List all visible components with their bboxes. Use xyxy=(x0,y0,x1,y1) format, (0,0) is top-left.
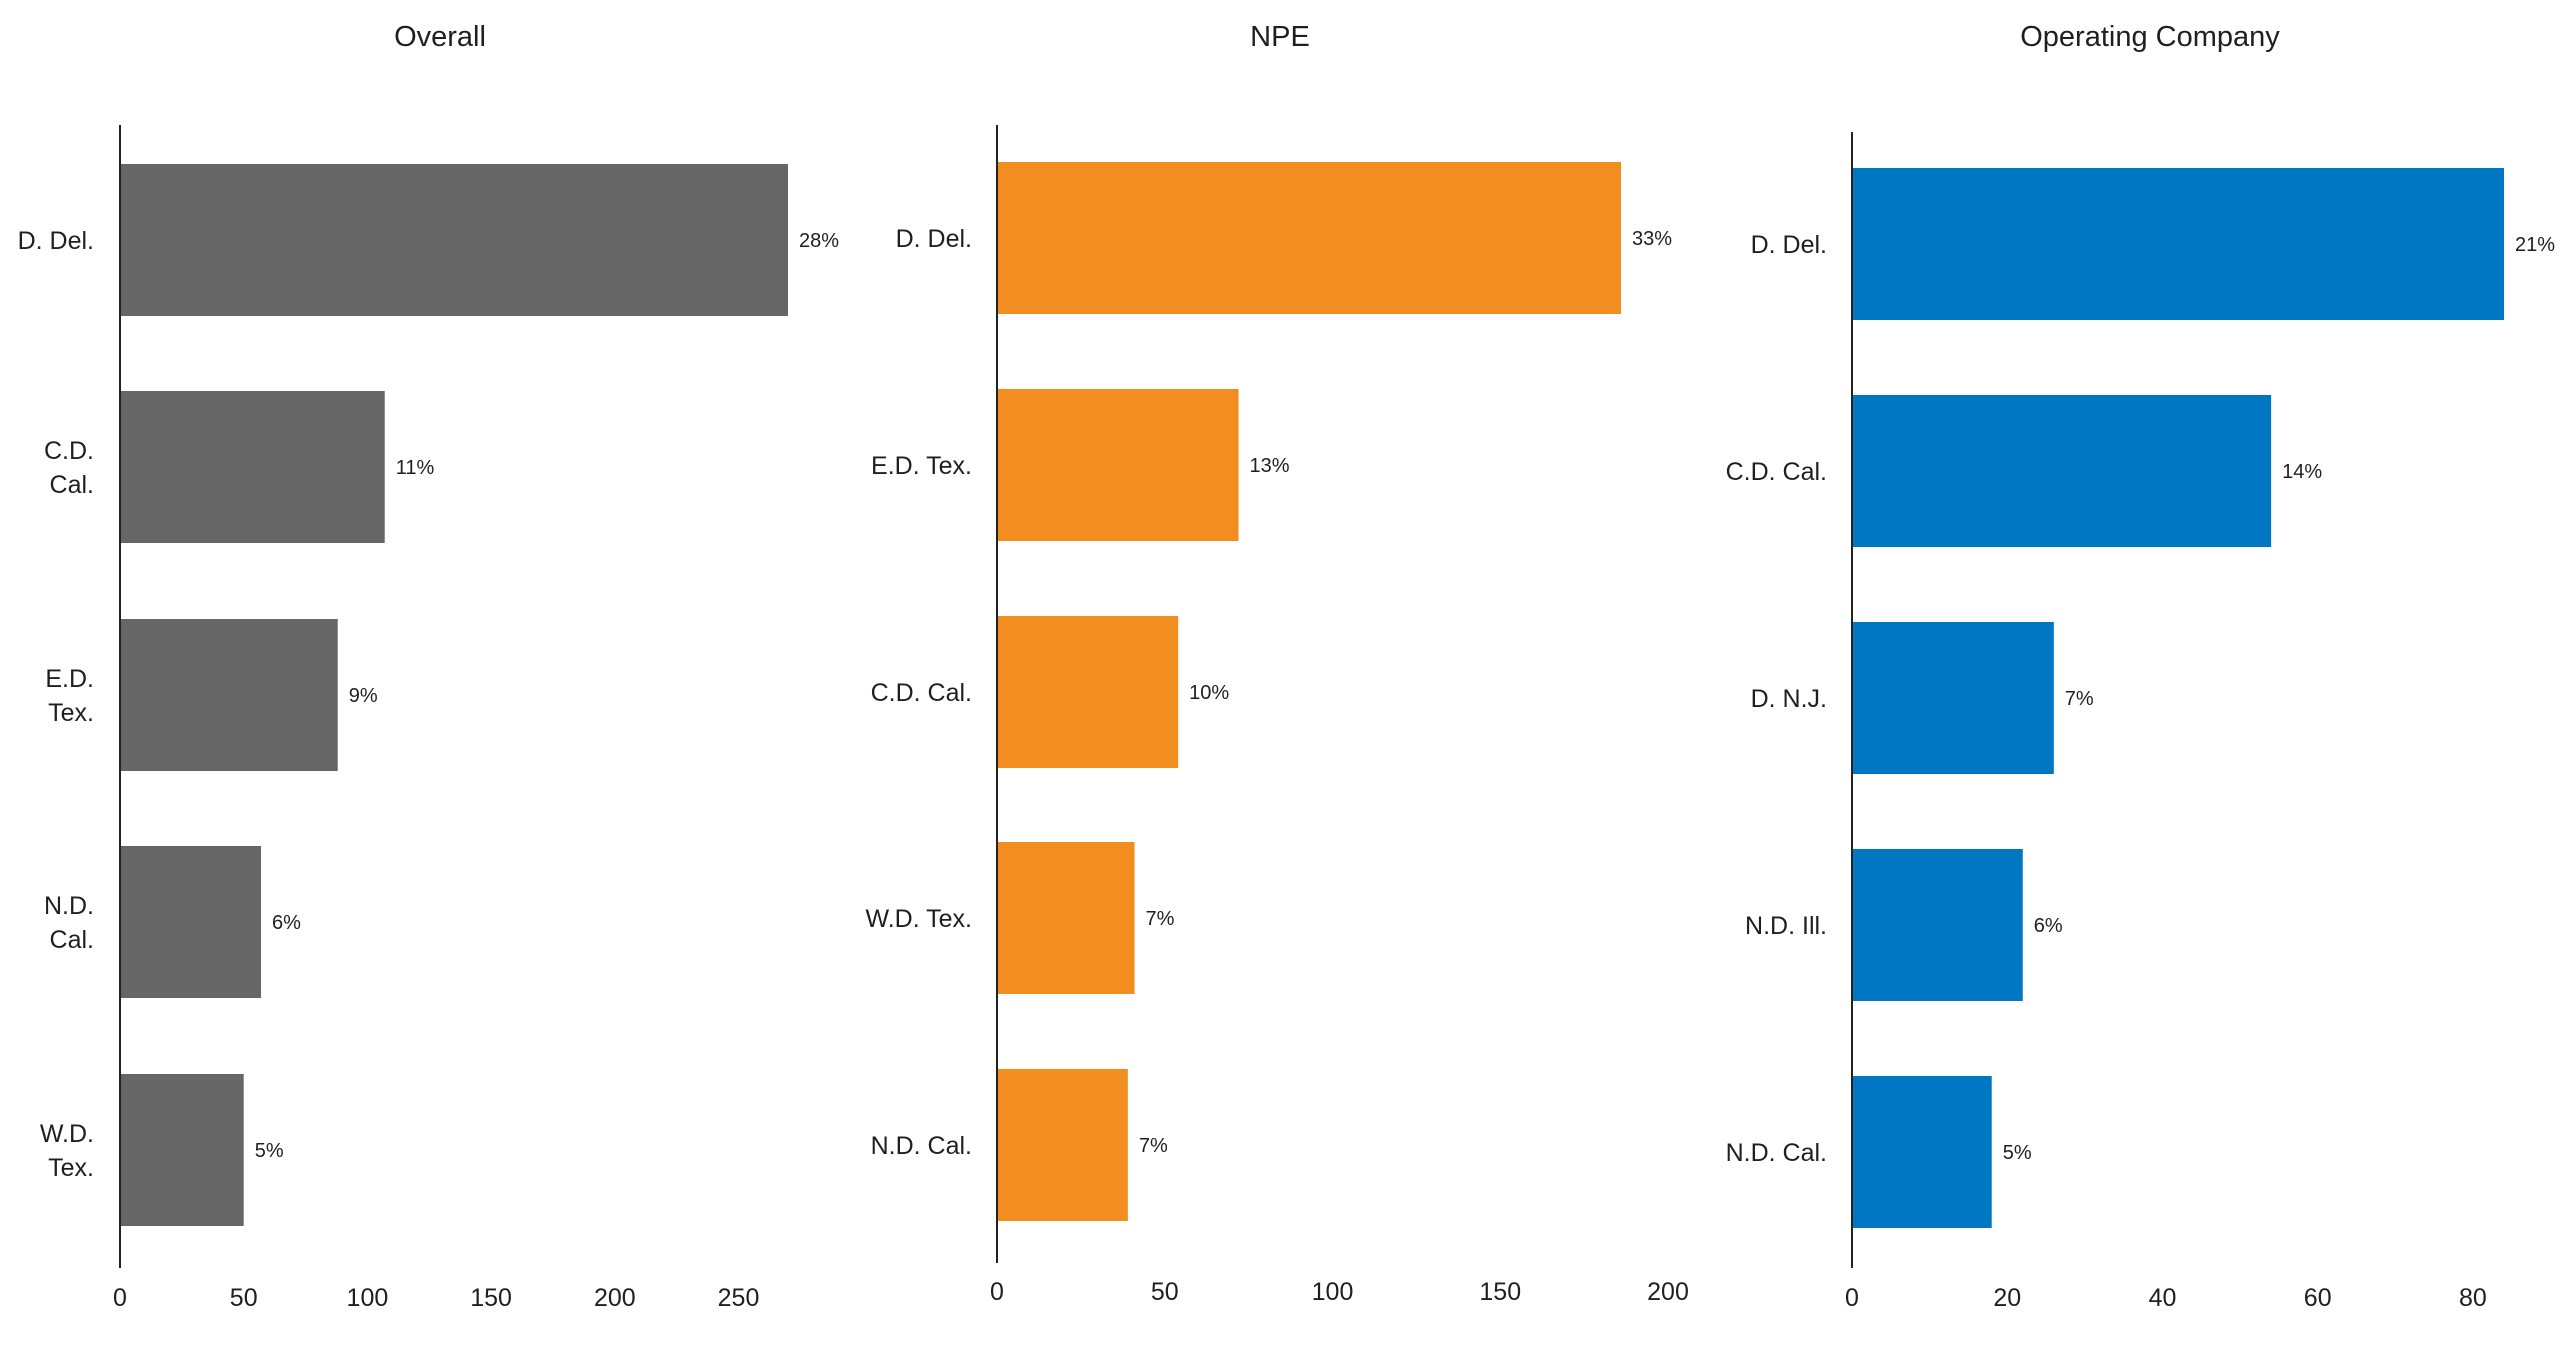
data-label-w-d-tex: 7% xyxy=(1146,908,1175,930)
category-label-line: W.D. Tex. xyxy=(865,905,972,933)
data-label-w-d-tex: 5% xyxy=(255,1140,284,1162)
data-label-n-d-cal: 7% xyxy=(1139,1135,1168,1157)
category-label-line: C.D. xyxy=(44,437,94,465)
data-label-d-n-j: 7% xyxy=(2065,688,2094,710)
category-label-line: Tex. xyxy=(48,1154,94,1182)
x-tick-label-0: 0 xyxy=(113,1284,127,1312)
category-label-line: D. Del. xyxy=(1751,231,1827,259)
category-label-line: W.D. xyxy=(40,1120,94,1148)
category-label-n-d-ill: N.D. Ill. xyxy=(1745,912,1827,940)
category-label-line: Cal. xyxy=(50,471,94,499)
category-label-line: D. Del. xyxy=(18,227,94,255)
bar-n-d-ill xyxy=(1852,849,2023,1001)
charts-canvas: Overall D. Del. 28% C.D. Cal. 11% E.D. Tex. 9% N.… xyxy=(0,0,2575,1347)
category-label-line: Cal. xyxy=(50,926,94,954)
x-tick-label-50: 50 xyxy=(1151,1278,1179,1306)
bar-e-d-tex xyxy=(120,619,338,771)
category-label-w-d-tex: W.D. Tex. xyxy=(40,1120,94,1182)
bar-e-d-tex xyxy=(997,389,1239,541)
bar-d-del xyxy=(1852,168,2504,320)
data-label-c-d-cal: 11% xyxy=(396,457,435,479)
data-label-d-del: 33% xyxy=(1632,228,1672,250)
x-tick-label-0: 0 xyxy=(1845,1284,1859,1312)
bar-c-d-cal xyxy=(997,616,1178,768)
chart-npe: NPE D. Del. 33% E.D. Tex. 13% C.D. Cal. 10% W.D… xyxy=(865,21,1688,1306)
chart-operating-company: Operating Company D. Del. 21% C.D. Cal. 14% D… xyxy=(1726,21,2556,1312)
category-label-n-d-cal: N.D. Cal. xyxy=(44,892,94,954)
category-label-w-d-tex: W.D. Tex. xyxy=(865,905,972,933)
data-label-d-del: 28% xyxy=(799,230,839,252)
chart-title: NPE xyxy=(1250,21,1310,53)
x-tick-label-50: 50 xyxy=(230,1284,258,1312)
category-label-line: E.D. xyxy=(45,665,94,693)
category-label-line: D. Del. xyxy=(896,225,972,253)
category-label-line: Tex. xyxy=(48,699,94,727)
bar-d-del xyxy=(120,164,788,316)
data-label-n-d-ill: 6% xyxy=(2034,915,2063,937)
category-label-line: E.D. Tex. xyxy=(871,452,972,480)
category-label-n-d-cal: N.D. Cal. xyxy=(871,1132,972,1160)
category-label-line: N.D. xyxy=(44,892,94,920)
bar-n-d-cal xyxy=(997,1069,1128,1221)
data-label-n-d-cal: 6% xyxy=(272,912,301,934)
bar-n-d-cal xyxy=(1852,1076,1992,1228)
bar-c-d-cal xyxy=(120,391,385,543)
x-tick-label-150: 150 xyxy=(470,1284,512,1312)
x-tick-label-20: 20 xyxy=(1993,1284,2021,1312)
x-tick-label-80: 80 xyxy=(2459,1284,2487,1312)
category-label-line: D. N.J. xyxy=(1751,685,1827,713)
x-tick-label-100: 100 xyxy=(347,1284,389,1312)
x-tick-label-100: 100 xyxy=(1312,1278,1354,1306)
bar-c-d-cal xyxy=(1852,395,2271,547)
x-tick-label-60: 60 xyxy=(2304,1284,2332,1312)
bar-d-n-j xyxy=(1852,622,2054,774)
bar-d-del xyxy=(997,162,1621,314)
data-label-d-del: 21% xyxy=(2515,234,2555,256)
x-tick-label-250: 250 xyxy=(718,1284,760,1312)
x-tick-label-40: 40 xyxy=(2149,1284,2177,1312)
category-label-line: N.D. Cal. xyxy=(1726,1139,1827,1167)
x-tick-label-200: 200 xyxy=(594,1284,636,1312)
x-tick-label-0: 0 xyxy=(990,1278,1004,1306)
data-label-e-d-tex: 13% xyxy=(1250,455,1290,477)
data-label-e-d-tex: 9% xyxy=(349,685,378,707)
bar-w-d-tex xyxy=(997,842,1135,994)
category-label-d-del: D. Del. xyxy=(18,227,94,255)
data-label-c-d-cal: 14% xyxy=(2282,461,2322,483)
category-label-d-del: D. Del. xyxy=(1751,231,1827,259)
chart-title: Overall xyxy=(394,21,486,53)
category-label-e-d-tex: E.D. Tex. xyxy=(45,665,94,727)
x-tick-label-150: 150 xyxy=(1479,1278,1521,1306)
bar-n-d-cal xyxy=(120,846,261,998)
category-label-c-d-cal: C.D. Cal. xyxy=(44,437,94,499)
category-label-e-d-tex: E.D. Tex. xyxy=(871,452,972,480)
category-label-line: C.D. Cal. xyxy=(1726,458,1827,486)
chart-overall: Overall D. Del. 28% C.D. Cal. 11% E.D. Tex. 9% N.… xyxy=(18,21,840,1312)
category-label-n-d-cal: N.D. Cal. xyxy=(1726,1139,1827,1167)
category-label-d-n-j: D. N.J. xyxy=(1751,685,1827,713)
chart-title: Operating Company xyxy=(2020,21,2280,53)
category-label-d-del: D. Del. xyxy=(896,225,972,253)
x-tick-label-200: 200 xyxy=(1647,1278,1689,1306)
category-label-c-d-cal: C.D. Cal. xyxy=(1726,458,1827,486)
category-label-line: N.D. Ill. xyxy=(1745,912,1827,940)
category-label-c-d-cal: C.D. Cal. xyxy=(871,679,972,707)
category-label-line: C.D. Cal. xyxy=(871,679,972,707)
data-label-c-d-cal: 10% xyxy=(1189,682,1229,704)
category-label-line: N.D. Cal. xyxy=(871,1132,972,1160)
bar-w-d-tex xyxy=(120,1074,244,1226)
data-label-n-d-cal: 5% xyxy=(2003,1142,2032,1164)
